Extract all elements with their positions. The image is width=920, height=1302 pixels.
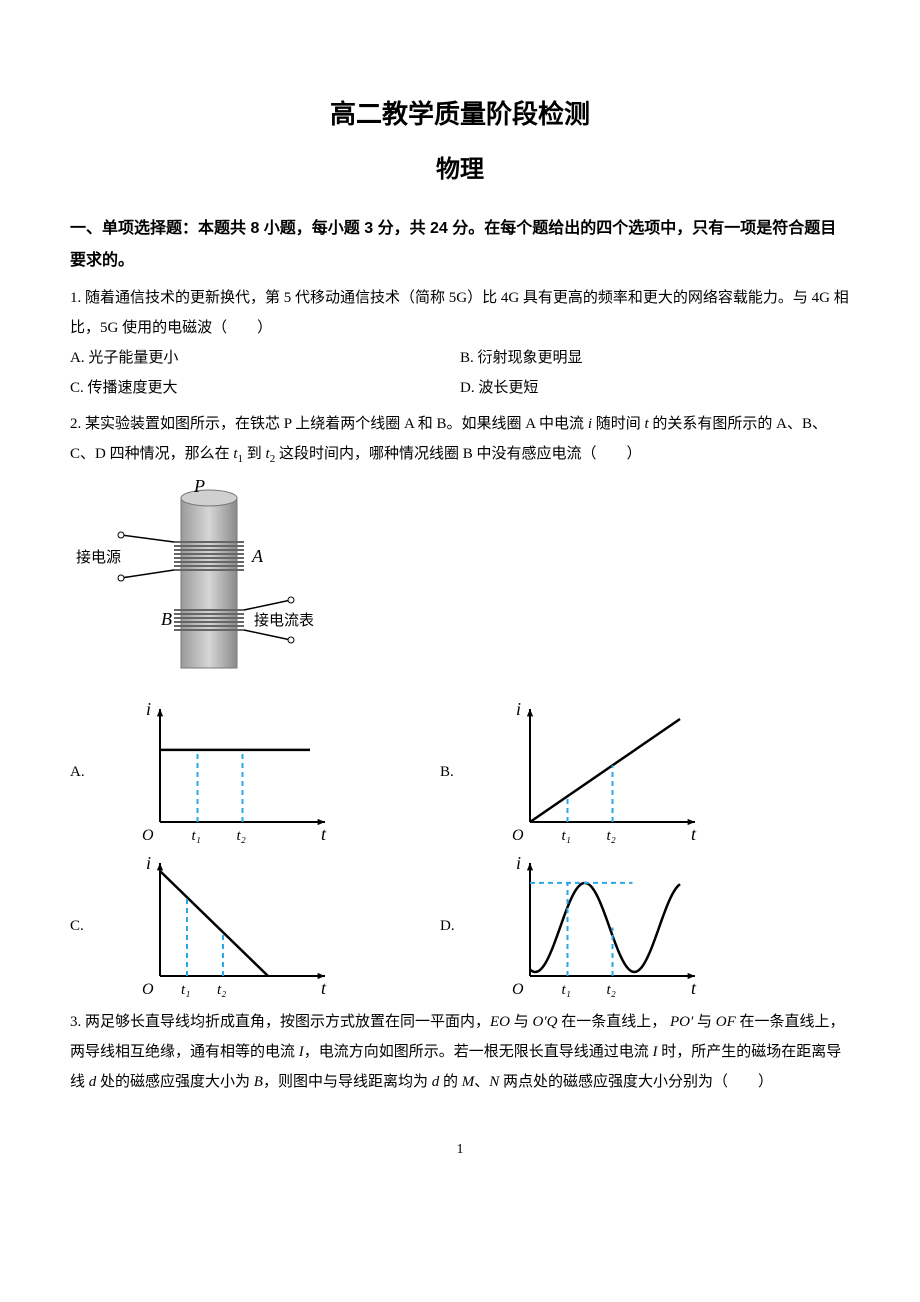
svg-text:O: O [142, 827, 154, 844]
q2-stem-d: 到 [243, 446, 266, 462]
q2-chart-a: Oi t t₁ t₂ [130, 697, 340, 847]
q2-chart-c: Oi t t₁ t₂ [130, 851, 340, 1001]
q2-stem: 2. 某实验装置如图所示，在铁芯 P 上绕着两个线圈 A 和 B。如果线圈 A … [70, 409, 850, 470]
page-title-main: 高二教学质量阶段检测 [70, 90, 850, 139]
svg-text:O: O [512, 981, 524, 998]
svg-text:O: O [142, 981, 154, 998]
svg-text:i: i [516, 699, 521, 719]
q3-stem-c: 在一条直线上， [557, 1014, 670, 1030]
q1-opt-c: C. 传播速度更大 [70, 373, 460, 403]
q2-apparatus-diagram: P A B 接电源 接电流表 [76, 480, 850, 691]
q2-chart-d: Oi t t₁ t₂ [500, 851, 710, 1001]
svg-text:t: t [691, 824, 697, 844]
svg-text:t₂: t₂ [237, 828, 246, 844]
q2-label-b: B. [440, 757, 500, 847]
svg-text:P: P [193, 480, 205, 496]
question-2: 2. 某实验装置如图所示，在铁芯 P 上绕着两个线圈 A 和 B。如果线圈 A … [70, 409, 850, 1001]
q1-options: A. 光子能量更小 B. 衍射现象更明显 C. 传播速度更大 D. 波长更短 [70, 343, 850, 403]
svg-text:t: t [321, 824, 327, 844]
svg-text:t: t [321, 978, 327, 998]
q3-stem-b: 与 [510, 1014, 533, 1030]
q2-label-c: C. [70, 911, 130, 1001]
page-number: 1 [70, 1137, 850, 1164]
svg-text:t₁: t₁ [562, 828, 571, 844]
svg-text:A: A [251, 546, 264, 566]
coil-svg: P A B 接电源 接电流表 [76, 480, 336, 680]
q2-stem-e: 这段时间内，哪种情况线圈 B 中没有感应电流（ ） [275, 446, 641, 462]
q3-stem-h: 处的磁感应强度大小为 [96, 1074, 254, 1090]
q3-stem-i: ，则图中与导线距离均为 [263, 1074, 432, 1090]
q2-label-a: A. [70, 757, 130, 847]
q3-OF: OF [716, 1014, 736, 1030]
svg-text:t: t [691, 978, 697, 998]
q3-N: N [489, 1074, 499, 1090]
q1-opt-d: D. 波长更短 [460, 373, 850, 403]
svg-text:O: O [512, 827, 524, 844]
q1-opt-b: B. 衍射现象更明显 [460, 343, 850, 373]
svg-text:B: B [161, 609, 172, 629]
q3-stem-k: 两点处的磁感应强度大小分别为（ ） [499, 1074, 773, 1090]
q3-stem-a: 3. 两足够长直导线均折成直角，按图示方式放置在同一平面内， [70, 1014, 490, 1030]
q2-stem-a: 2. 某实验装置如图所示，在铁芯 P 上绕着两个线圈 A 和 B。如果线圈 A … [70, 416, 588, 432]
svg-text:t₂: t₂ [607, 828, 616, 844]
q2-chart-b: Oi t t₁ t₂ [500, 697, 710, 847]
q3-PO: PO′ [670, 1014, 693, 1030]
q3-EO: EO [490, 1014, 510, 1030]
svg-text:i: i [146, 699, 151, 719]
q3-M: M [462, 1074, 475, 1090]
question-1: 1. 随着通信技术的更新换代，第 5 代移动通信技术（简称 5G）比 4G 具有… [70, 283, 850, 403]
svg-text:t₂: t₂ [607, 982, 616, 998]
q3-stem-f: ，电流方向如图所示。若一根无限长直导线通过电流 [304, 1044, 653, 1060]
svg-text:i: i [516, 853, 521, 873]
svg-text:t₁: t₁ [192, 828, 201, 844]
q2-label-d: D. [440, 911, 500, 1001]
question-3: 3. 两足够长直导线均折成直角，按图示方式放置在同一平面内，EO 与 O′Q 在… [70, 1007, 850, 1097]
q1-stem: 1. 随着通信技术的更新换代，第 5 代移动通信技术（简称 5G）比 4G 具有… [70, 283, 850, 343]
q2-stem-b: 随时间 [592, 416, 645, 432]
q3-stem-d: 与 [693, 1014, 716, 1030]
q3-OQ: O′Q [533, 1014, 558, 1030]
q3-B: B [254, 1074, 263, 1090]
svg-text:接电流表: 接电流表 [254, 612, 314, 629]
q3-stem-j: 的 [439, 1074, 462, 1090]
svg-text:t₁: t₁ [562, 982, 571, 998]
q2-charts-row-2: C. Oi t t₁ t₂ D. Oi t t₁ t₂ [70, 851, 850, 1001]
q1-opt-a: A. 光子能量更小 [70, 343, 460, 373]
q2-charts-row-1: A. Oi t t₁ t₂ B. Oi t t₁ t₂ [70, 697, 850, 847]
page-title-sub: 物理 [70, 147, 850, 193]
q3-sep: 、 [474, 1074, 489, 1090]
svg-text:i: i [146, 853, 151, 873]
svg-text:t₂: t₂ [217, 982, 226, 998]
svg-text:t₁: t₁ [181, 982, 190, 998]
section-1-header: 一、单项选择题：本题共 8 小题，每小题 3 分，共 24 分。在每个题给出的四… [70, 213, 850, 277]
svg-text:接电源: 接电源 [76, 549, 121, 566]
